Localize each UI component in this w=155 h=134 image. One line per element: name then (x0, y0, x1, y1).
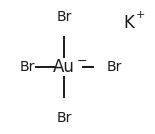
Text: +: + (136, 10, 145, 20)
Text: −: − (77, 55, 87, 68)
Text: K: K (123, 14, 134, 32)
Text: Br: Br (20, 60, 35, 74)
Text: Br: Br (56, 10, 72, 24)
Text: Br: Br (107, 60, 122, 74)
Text: Au: Au (53, 58, 75, 76)
Text: Br: Br (56, 111, 72, 125)
